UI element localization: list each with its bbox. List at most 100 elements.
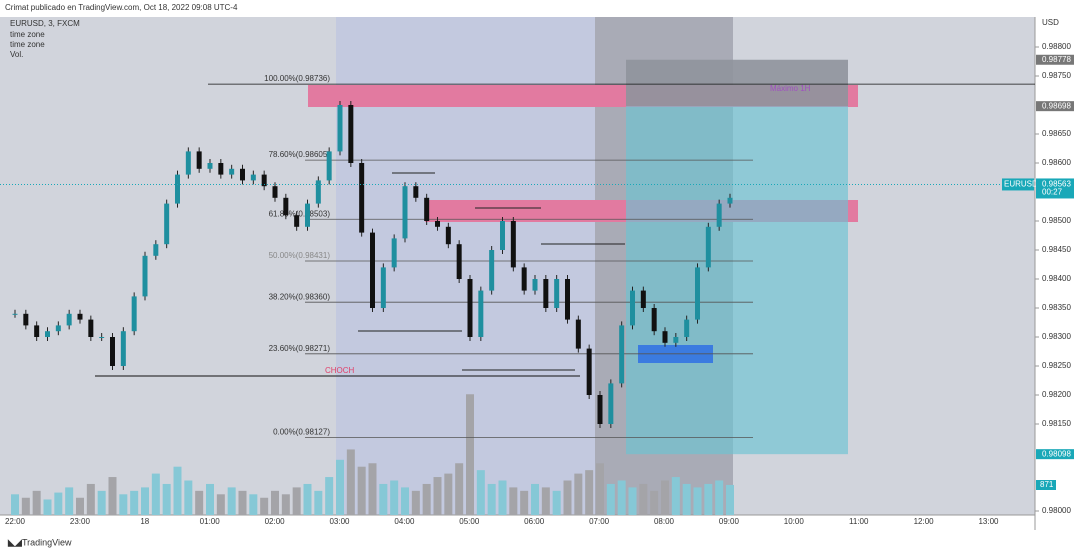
volume-bar	[531, 483, 539, 515]
candle	[456, 244, 462, 279]
price-label: 0.98250	[1042, 361, 1071, 370]
volume-bar	[401, 487, 409, 515]
time-label: 02:00	[265, 517, 286, 526]
volume-bar	[141, 487, 149, 515]
candle	[716, 203, 722, 227]
volume-bar	[487, 483, 496, 515]
volume-bar	[281, 494, 290, 515]
time-label: 18	[140, 517, 149, 526]
candle	[272, 186, 278, 198]
price-label: 0.98450	[1042, 245, 1071, 254]
volume-bar	[682, 483, 691, 515]
candle	[283, 197, 289, 216]
volume-bar	[119, 494, 128, 515]
candle	[619, 325, 625, 384]
candle	[99, 337, 105, 338]
volume-bar	[628, 487, 637, 515]
volume-bar	[325, 477, 334, 515]
candle	[521, 267, 527, 291]
candle	[695, 267, 700, 320]
candle	[23, 313, 29, 326]
volume-bar	[574, 473, 583, 515]
candle	[684, 319, 690, 337]
time-label: 09:00	[719, 517, 740, 526]
volume-bar	[671, 477, 680, 515]
time-label: 05:00	[459, 517, 480, 526]
candle	[727, 197, 733, 204]
target-zone	[626, 59, 848, 107]
fib-label: 78.60%(0.98605)	[269, 150, 331, 159]
volume-bar	[509, 487, 518, 515]
position-tag-text: 0.98698	[1042, 101, 1071, 110]
candle	[554, 279, 560, 308]
candle	[445, 226, 451, 245]
candle	[120, 331, 126, 366]
volume-bar	[86, 483, 95, 515]
volume-tag-text: 871	[1040, 480, 1054, 489]
volume-bar	[76, 497, 84, 515]
volume-bar	[357, 466, 366, 515]
candle	[435, 221, 440, 227]
candle	[337, 105, 343, 152]
volume-bar	[476, 470, 485, 515]
volume-bar	[336, 459, 344, 515]
volume-bar	[606, 483, 615, 515]
indicator: time zone	[10, 40, 45, 49]
price-tag	[1036, 178, 1074, 199]
countdown: 00:27	[1042, 188, 1063, 197]
candle	[391, 238, 397, 268]
candle	[305, 203, 310, 227]
candle	[662, 331, 668, 343]
candle	[250, 174, 256, 181]
fib-label: 38.20%(0.98360)	[269, 292, 331, 301]
indicator: Vol.	[10, 50, 23, 59]
candle	[402, 186, 408, 239]
candle	[12, 313, 18, 315]
volume-tag	[1036, 480, 1056, 490]
volume-bar	[368, 463, 377, 515]
candle	[66, 313, 72, 326]
time-label: 08:00	[654, 517, 675, 526]
fib-label: 0.00%(0.98127)	[273, 427, 330, 436]
candle	[185, 151, 191, 175]
time-label: 13:00	[978, 517, 999, 526]
candle	[673, 337, 679, 343]
volume-bar	[238, 490, 247, 515]
price-label: 0.98650	[1042, 129, 1071, 138]
volume-bar	[303, 483, 312, 515]
volume-bar	[260, 497, 269, 515]
candle	[77, 313, 83, 320]
position-tag-text: 0.98778	[1042, 55, 1071, 64]
time-label: 10:00	[784, 517, 805, 526]
time-label: 12:00	[914, 517, 935, 526]
price-label: 0.98750	[1042, 71, 1071, 80]
volume-bar	[552, 490, 561, 515]
candle	[630, 290, 635, 326]
candle	[34, 325, 40, 337]
volume-bar	[466, 394, 474, 515]
price-label: 0.98150	[1042, 419, 1071, 428]
candle	[229, 168, 235, 175]
volume-bar	[227, 487, 236, 515]
volume-bar	[346, 449, 355, 515]
candle	[575, 319, 581, 349]
candle	[565, 279, 570, 320]
volume-bar	[130, 490, 139, 515]
candle	[175, 174, 180, 204]
volume-bar	[704, 483, 713, 515]
volume-bar	[585, 470, 594, 515]
price-label: 0.98000	[1042, 506, 1071, 515]
symbol-tag	[1002, 178, 1034, 191]
symbol-tag-text: EURUSD	[1004, 180, 1038, 189]
candle	[424, 197, 430, 221]
volume-bar	[411, 490, 420, 515]
volume-bar	[563, 480, 572, 515]
time-label: 01:00	[200, 517, 221, 526]
volume-bar	[433, 477, 442, 515]
candle	[88, 319, 94, 337]
volume-bar	[639, 483, 648, 515]
volume-bar	[661, 480, 669, 515]
candle	[326, 151, 332, 181]
